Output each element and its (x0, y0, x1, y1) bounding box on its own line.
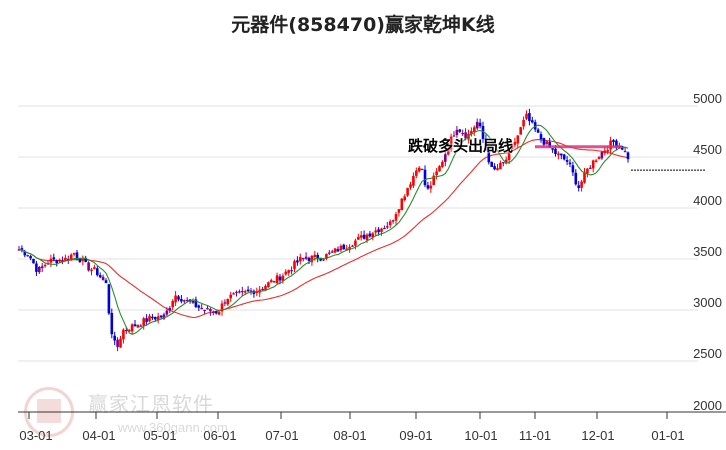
x-label: 11-01 (518, 428, 552, 443)
chart-title: 元器件(858470)赢家乾坤K线 (231, 14, 495, 36)
grid-lines (18, 105, 698, 362)
watermark-url: www.360gann.com (118, 420, 228, 435)
x-label: 07-01 (265, 428, 299, 443)
y-label: 2000 (693, 398, 722, 413)
exit-signal-line (535, 145, 706, 171)
y-label: 3500 (693, 244, 722, 259)
long-ma-line (18, 139, 629, 319)
signal-annotation: 跌破多头出局线 (408, 137, 514, 155)
x-label: 12-01 (581, 428, 615, 443)
x-label: 01-01 (651, 428, 685, 443)
x-label: 10-01 (464, 428, 498, 443)
y-label: 4500 (693, 142, 722, 157)
short-ma-line (18, 124, 629, 335)
y-label: 4000 (693, 193, 722, 208)
y-label: 2500 (693, 346, 722, 361)
x-label: 06-01 (203, 428, 237, 443)
x-label: 05-01 (143, 428, 177, 443)
candlesticks (17, 108, 630, 352)
x-label: 04-01 (82, 428, 116, 443)
x-label: 08-01 (333, 428, 367, 443)
x-label: 09-01 (399, 428, 433, 443)
y-label: 5000 (693, 91, 722, 106)
x-label: 03-01 (19, 428, 53, 443)
x-axis (18, 411, 726, 419)
y-label: 3000 (693, 295, 722, 310)
